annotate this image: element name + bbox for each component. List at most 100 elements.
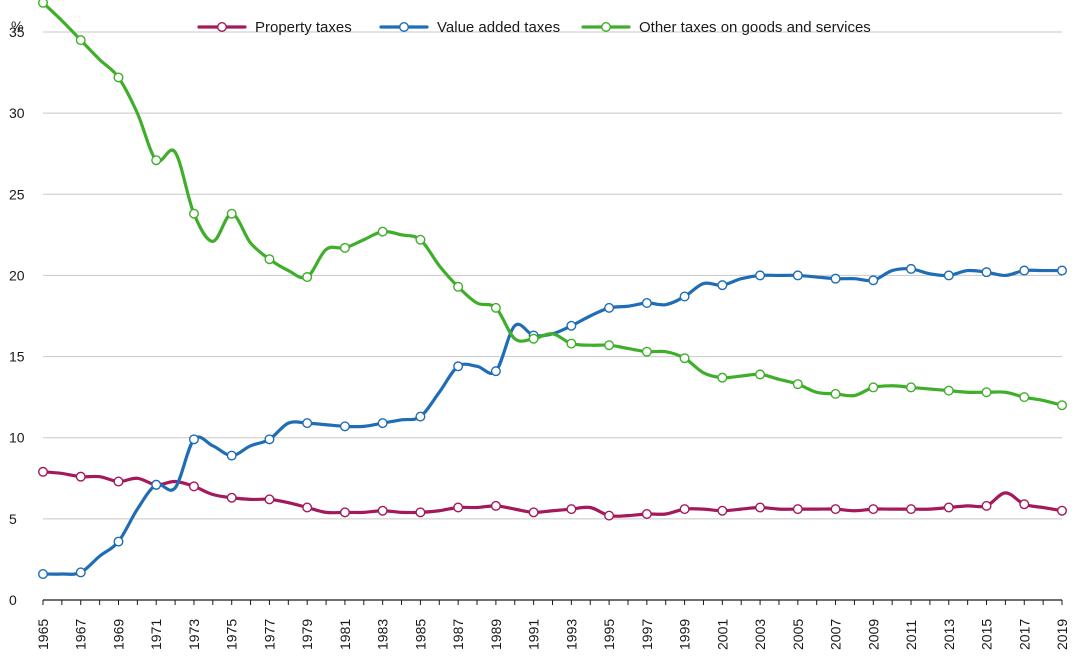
- legend-label-value-added-taxes: Value added taxes: [437, 19, 560, 36]
- point-value-added-taxes-1965: [38, 569, 49, 580]
- point-value-added-taxes-1985: [415, 411, 426, 422]
- point-value-added-taxes-1973: [188, 434, 199, 445]
- series-line-value-added-taxes: [41, 267, 1064, 576]
- legend-swatch-marker-value-added-taxes: [399, 22, 410, 33]
- point-other-taxes-on-goods-and-services-2005: [792, 379, 803, 390]
- point-value-added-taxes-1987: [453, 361, 464, 372]
- point-property-taxes-1973: [188, 481, 199, 492]
- y-tick-label-0: 0: [9, 592, 17, 608]
- x-tick-label-1987: 1987: [450, 619, 466, 650]
- y-tick-label-30: 30: [9, 105, 25, 121]
- point-value-added-taxes-1967: [75, 567, 86, 578]
- y-tick-label-35: 35: [9, 24, 25, 40]
- point-other-taxes-on-goods-and-services-1987: [453, 281, 464, 292]
- point-value-added-taxes-2015: [981, 267, 992, 278]
- point-property-taxes-1983: [377, 505, 388, 516]
- point-value-added-taxes-2005: [792, 270, 803, 281]
- point-property-taxes-1991: [528, 507, 539, 518]
- point-value-added-taxes-2003: [755, 270, 766, 281]
- x-tick-label-2003: 2003: [752, 619, 768, 650]
- y-tick-label-20: 20: [9, 267, 25, 283]
- point-value-added-taxes-2019: [1056, 265, 1067, 276]
- gridlines: [43, 31, 1062, 520]
- point-other-taxes-on-goods-and-services-1999: [679, 353, 690, 364]
- y-unit-label: %: [11, 18, 23, 34]
- point-other-taxes-on-goods-and-services-1977: [264, 254, 275, 265]
- x-tick-label-1995: 1995: [601, 619, 617, 650]
- point-other-taxes-on-goods-and-services-2001: [717, 372, 728, 383]
- point-property-taxes-1969: [113, 476, 124, 487]
- x-tick-label-2009: 2009: [865, 619, 881, 650]
- point-other-taxes-on-goods-and-services-1989: [490, 302, 501, 313]
- x-tick-label-1971: 1971: [148, 619, 164, 650]
- x-tick-label-1979: 1979: [299, 619, 315, 650]
- point-other-taxes-on-goods-and-services-1985: [415, 234, 426, 245]
- point-other-taxes-on-goods-and-services-1995: [604, 340, 615, 351]
- x-tick-label-1967: 1967: [73, 619, 89, 650]
- point-value-added-taxes-1989: [490, 366, 501, 377]
- point-value-added-taxes-1983: [377, 418, 388, 429]
- point-value-added-taxes-1971: [151, 479, 162, 490]
- point-property-taxes-1995: [604, 510, 615, 521]
- x-tick-label-1981: 1981: [337, 619, 353, 650]
- point-property-taxes-2007: [830, 504, 841, 515]
- point-other-taxes-on-goods-and-services-1975: [226, 208, 237, 219]
- point-other-taxes-on-goods-and-services-1965: [38, 0, 48, 8]
- legend-item-other-taxes-on-goods-and-services: Other taxes on goods and services: [581, 19, 871, 36]
- point-other-taxes-on-goods-and-services-1991: [528, 333, 539, 344]
- point-property-taxes-1985: [415, 507, 426, 518]
- x-tick-label-2001: 2001: [714, 619, 730, 650]
- point-property-taxes-1977: [264, 494, 275, 505]
- point-value-added-taxes-1981: [339, 421, 350, 432]
- axes: 0 5 10 15 20 25 30 35% 1965 1967 1969 1971 1973 1975 1…: [9, 18, 1070, 650]
- point-property-taxes-2011: [906, 504, 917, 515]
- point-other-taxes-on-goods-and-services-2007: [830, 388, 841, 399]
- x-tick-label-1991: 1991: [526, 619, 542, 650]
- point-value-added-taxes-1993: [566, 320, 577, 331]
- x-tick-label-1969: 1969: [110, 619, 126, 650]
- x-tick-label-1985: 1985: [412, 619, 428, 650]
- series-line-property-taxes: [41, 470, 1064, 518]
- point-other-taxes-on-goods-and-services-1981: [339, 242, 350, 253]
- point-other-taxes-on-goods-and-services-1973: [188, 208, 199, 219]
- point-other-taxes-on-goods-and-services-2017: [1019, 392, 1030, 403]
- x-tick-label-1983: 1983: [375, 619, 391, 650]
- point-value-added-taxes-2009: [868, 275, 879, 286]
- point-value-added-taxes-1969: [113, 536, 124, 547]
- point-value-added-taxes-1975: [226, 450, 237, 461]
- point-property-taxes-2003: [755, 502, 766, 513]
- point-other-taxes-on-goods-and-services-1997: [641, 346, 652, 357]
- point-property-taxes-1989: [490, 500, 501, 511]
- x-tick-label-1975: 1975: [224, 619, 240, 650]
- x-tick-label-2015: 2015: [979, 619, 995, 650]
- legend-label-property-taxes: Property taxes: [255, 19, 352, 36]
- point-value-added-taxes-2001: [717, 280, 728, 291]
- point-property-taxes-1987: [453, 502, 464, 513]
- x-tick-label-1989: 1989: [488, 619, 504, 650]
- point-property-taxes-1965: [38, 466, 49, 477]
- point-property-taxes-2009: [868, 504, 879, 515]
- legend-swatch-marker-other-taxes-on-goods-and-services: [601, 22, 612, 33]
- point-property-taxes-2019: [1056, 505, 1067, 516]
- point-other-taxes-on-goods-and-services-2015: [981, 387, 992, 398]
- x-tick-label-2011: 2011: [903, 620, 919, 650]
- point-other-taxes-on-goods-and-services-2013: [943, 385, 954, 396]
- x-tick-label-2007: 2007: [828, 619, 844, 650]
- point-property-taxes-1999: [679, 504, 690, 515]
- x-tick-label-1993: 1993: [563, 619, 579, 650]
- point-property-taxes-1979: [302, 502, 313, 513]
- y-tick-label-5: 5: [9, 511, 17, 527]
- x-tick-label-1999: 1999: [677, 619, 693, 650]
- point-other-taxes-on-goods-and-services-2009: [868, 382, 879, 393]
- point-value-added-taxes-2011: [906, 263, 917, 274]
- x-tick-label-1973: 1973: [186, 619, 202, 650]
- point-value-added-taxes-2007: [830, 273, 841, 284]
- x-tick-label-1977: 1977: [261, 619, 277, 650]
- series: [38, 0, 1067, 580]
- point-other-taxes-on-goods-and-services-2011: [906, 382, 917, 393]
- x-tick-label-1997: 1997: [639, 619, 655, 650]
- x-tick-label-1965: 1965: [35, 619, 51, 650]
- point-value-added-taxes-1979: [302, 418, 313, 429]
- y-tick-label-25: 25: [9, 186, 25, 202]
- x-tick-label-2005: 2005: [790, 619, 806, 650]
